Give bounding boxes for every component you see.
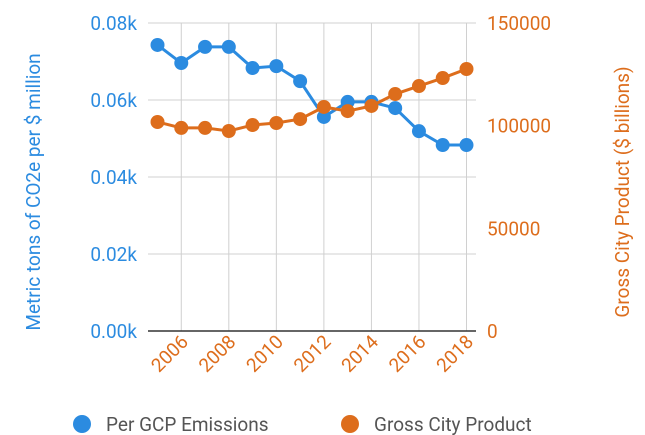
data-point [388, 101, 403, 116]
y-tick-label: 0.06k [90, 89, 137, 112]
legend-label: Per GCP Emissions [106, 413, 269, 435]
y2-tick-label: 0 [487, 320, 498, 343]
data-point [221, 39, 236, 54]
data-point [293, 112, 308, 127]
data-point [245, 118, 260, 133]
x-tick-label: 2014 [336, 330, 383, 377]
x-tick-label: 2012 [289, 330, 335, 376]
data-point [316, 99, 331, 114]
data-point [459, 138, 474, 153]
data-point [150, 37, 165, 52]
y-axis-title: Metric tons of CO2e per $ million [22, 53, 45, 330]
data-point [459, 61, 474, 76]
y2-tick-label: 150000 [487, 12, 551, 35]
data-point [293, 74, 308, 89]
data-point [411, 124, 426, 139]
data-point [435, 138, 450, 153]
data-point [174, 56, 189, 71]
data-point [364, 98, 379, 113]
y-tick-label: 0.02k [90, 243, 137, 266]
y-tick-label: 0.08k [90, 12, 137, 35]
data-point [174, 120, 189, 135]
data-point [411, 79, 426, 94]
x-tick-label: 2010 [241, 330, 287, 376]
x-tick-label: 2016 [384, 330, 430, 376]
data-point [340, 104, 355, 119]
legend-label: Gross City Product [374, 413, 532, 435]
y2-tick-label: 100000 [487, 115, 551, 138]
data-point [269, 115, 284, 130]
data-point [198, 39, 213, 54]
data-point [435, 71, 450, 86]
x-tick-label: 2008 [194, 330, 240, 376]
data-point [245, 61, 260, 76]
legend-marker [341, 415, 359, 433]
data-point [198, 120, 213, 135]
x-tick-label: 2018 [432, 330, 478, 376]
data-point [150, 114, 165, 129]
data-point [269, 59, 284, 74]
data-point [316, 109, 331, 124]
x-tick-label: 2006 [146, 330, 192, 376]
y-tick-label: 0.04k [90, 166, 137, 189]
y2-tick-label: 50000 [487, 217, 540, 240]
data-point [388, 87, 403, 102]
data-point [221, 124, 236, 139]
legend-marker [73, 415, 91, 433]
y-tick-label: 0.00k [90, 320, 137, 343]
y2-axis-title: Gross City Product ($ billions) [611, 66, 634, 317]
